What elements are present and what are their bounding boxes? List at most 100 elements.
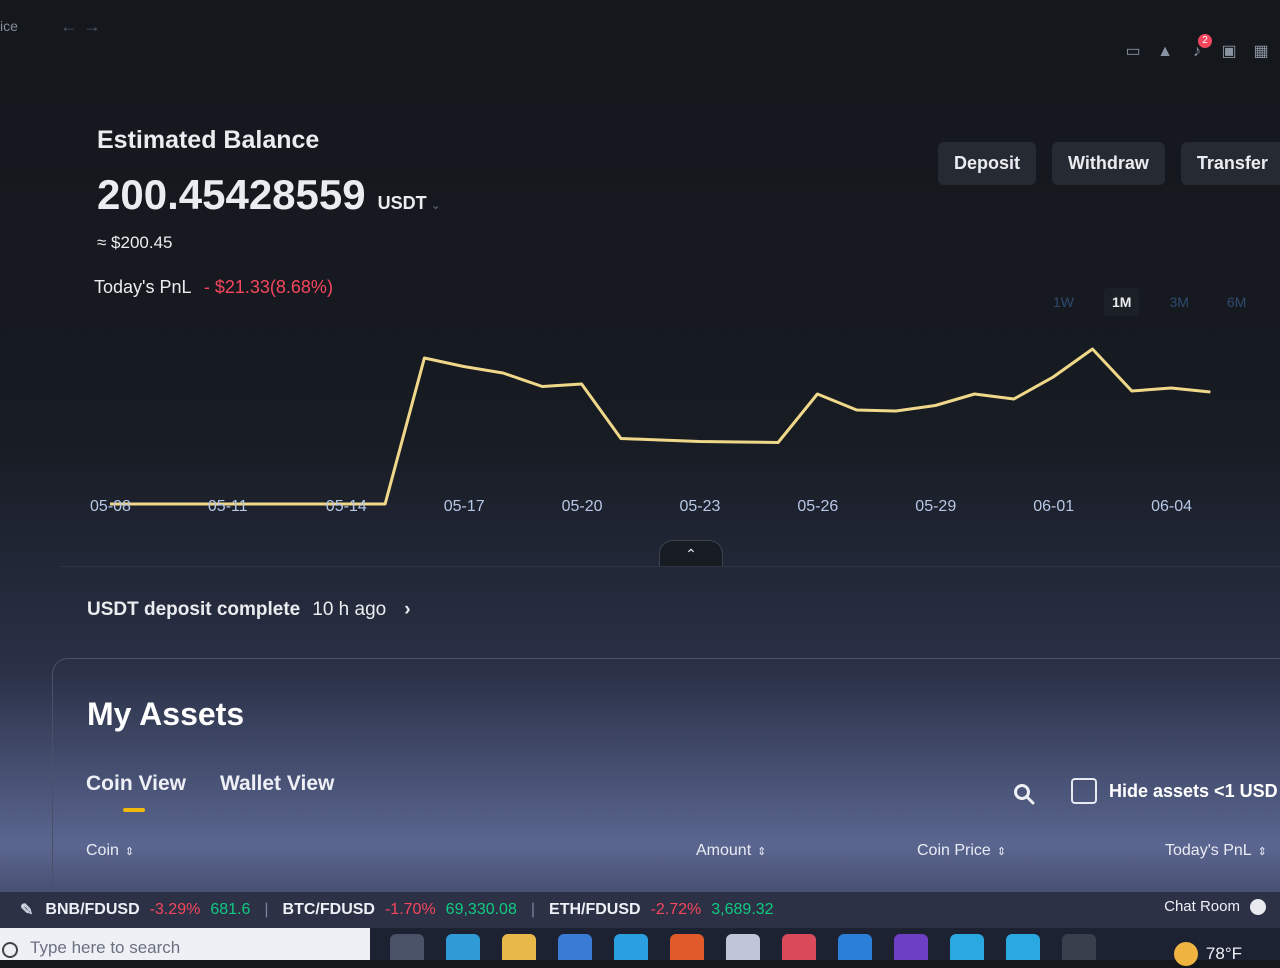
balance-unit[interactable]: USDT: [377, 193, 427, 213]
folder-icon[interactable]: [502, 934, 536, 960]
balance-chart: 05-08 05-11 05-14 05-17 05-20 05-23 05-26 05-29…: [90, 347, 1211, 515]
pnl-label: Today's PnL: [94, 277, 191, 297]
search-icon: [2, 942, 18, 958]
x-tick-label: 05-29: [915, 498, 956, 515]
ticker-separator: |: [264, 901, 269, 918]
ticker-change: -3.29%: [149, 901, 201, 918]
chevron-down-icon[interactable]: ⌄: [430, 198, 441, 212]
chevron-right-icon[interactable]: ›: [404, 599, 411, 620]
sun-icon: [1173, 942, 1198, 966]
balance-approx: ≈ $200.45: [97, 233, 173, 252]
range-1m[interactable]: 1M: [1104, 288, 1140, 316]
range-6m[interactable]: 6M: [1226, 294, 1247, 310]
weather-temp: 78°F: [1205, 944, 1242, 963]
vscode-icon[interactable]: [838, 934, 872, 960]
bell-icon[interactable]: ♪ 2: [1188, 34, 1212, 60]
help-icon[interactable]: [1250, 898, 1266, 915]
ticker-price: 3,689.32: [711, 901, 774, 918]
ticker-price: 681.6: [210, 901, 251, 918]
telegram-icon[interactable]: [950, 934, 984, 960]
ticker-item[interactable]: BNB/FDUSD -3.29% 681.6: [45, 901, 250, 919]
column-price-label: Coin Price: [917, 842, 991, 859]
alarm-icon[interactable]: ▲: [1157, 43, 1173, 60]
balance-line: [110, 347, 1211, 506]
deposit-button[interactable]: Deposit: [938, 142, 1037, 185]
column-pnl-label: Today's PnL: [1165, 842, 1252, 859]
chat-room-label: Chat Room: [1164, 898, 1240, 915]
ticker-pair: ETH/FDUSD: [549, 901, 641, 918]
store-icon[interactable]: [558, 934, 592, 960]
balance-amount: 200.45428559: [97, 171, 366, 218]
balance-actions: Deposit Withdraw Transfer: [938, 142, 1280, 185]
sort-icon: ⇕: [757, 846, 767, 858]
transfer-button[interactable]: Transfer: [1180, 142, 1280, 185]
hide-assets-label: Hide assets <1 USD: [1109, 780, 1278, 801]
taskbar-search[interactable]: Type here to search: [0, 928, 370, 960]
weather-widget[interactable]: 78°F: [1173, 942, 1242, 966]
range-1w[interactable]: 1W: [1053, 294, 1074, 310]
sort-icon: ⇕: [1257, 846, 1267, 858]
chat-room-button[interactable]: Chat Room: [1164, 898, 1266, 915]
balance-section: Estimated Balance 200.45428559 USDT ⌄ ≈ …: [97, 126, 441, 253]
balance-value-row: 200.45428559 USDT ⌄: [97, 171, 441, 219]
assets-title: My Assets: [87, 696, 245, 732]
column-coin-label: Coin: [86, 842, 119, 859]
assets-tabs: Coin View Wallet View: [86, 772, 335, 812]
app-icon[interactable]: [782, 934, 816, 960]
deposit-notice[interactable]: USDT deposit complete 10 h ago ›: [87, 599, 411, 621]
nav-label[interactable]: ice: [0, 18, 18, 34]
todays-pnl: Today's PnL - $21.33(8.68%): [94, 277, 333, 298]
top-bar: ice ← → ▭ ▲ ♪ 2 ▣ ▦: [0, 0, 1280, 60]
hide-small-assets[interactable]: Hide assets <1 USD: [1071, 778, 1278, 804]
withdraw-button[interactable]: Withdraw: [1052, 142, 1165, 185]
x-tick-label: 06-04: [1151, 498, 1192, 515]
x-tick-label: 05-11: [208, 498, 248, 515]
task-view-icon[interactable]: [390, 934, 424, 960]
column-amount-label: Amount: [696, 842, 752, 859]
column-todays-pnl[interactable]: Today's PnL ⇕: [1165, 842, 1267, 860]
sort-icon: ⇕: [996, 846, 1007, 858]
tab-wallet-view[interactable]: Wallet View: [219, 772, 335, 795]
telegram-icon[interactable]: [1006, 934, 1040, 960]
assets-card: [52, 658, 1280, 899]
top-icons: ▭ ▲ ♪ 2 ▣ ▦: [1124, 34, 1270, 60]
ticker-bar: ✎ BNB/FDUSD -3.29% 681.6 | BTC/FDUSD -1.…: [0, 892, 1280, 928]
os-taskbar: Type here to search 78°F: [0, 928, 1280, 966]
x-tick-label: 05-17: [444, 498, 485, 515]
nav-arrows[interactable]: ← →: [60, 16, 102, 36]
ticker-item[interactable]: ETH/FDUSD -2.72% 3,689.32: [549, 901, 774, 919]
mail-icon[interactable]: [614, 934, 648, 960]
ticker-change: -2.72%: [650, 901, 702, 918]
monitor-icon[interactable]: ▭: [1125, 43, 1141, 60]
ticker-pair: BNB/FDUSD: [45, 901, 140, 918]
edit-icon[interactable]: ✎: [20, 902, 34, 919]
x-tick-label: 06-01: [1033, 498, 1074, 515]
x-tick-label: 05-08: [90, 498, 131, 515]
edge-icon[interactable]: [446, 934, 480, 960]
collapse-chart-button[interactable]: ⌃: [659, 540, 723, 567]
ticker-item[interactable]: BTC/FDUSD -1.70% 69,330.08: [283, 901, 517, 919]
hide-assets-checkbox[interactable]: [1071, 778, 1097, 804]
x-tick-label: 05-23: [680, 498, 721, 515]
grid-icon[interactable]: ▦: [1253, 43, 1269, 60]
balance-title: Estimated Balance: [97, 126, 320, 154]
notice-text: USDT deposit complete: [87, 599, 301, 620]
column-coin-price[interactable]: Coin Price ⇕: [917, 842, 1006, 860]
brave-icon[interactable]: [670, 934, 704, 960]
x-tick-label: 05-14: [326, 498, 367, 515]
binance-icon[interactable]: [1062, 934, 1096, 960]
visual-studio-icon[interactable]: [894, 934, 928, 960]
app-icon[interactable]: [726, 934, 760, 960]
chevron-up-icon: ⌃: [685, 546, 697, 562]
wallet-icon[interactable]: ▣: [1221, 43, 1237, 60]
column-amount[interactable]: Amount ⇕: [696, 842, 766, 860]
column-coin[interactable]: Coin ⇕: [86, 842, 134, 860]
x-tick-label: 05-20: [562, 498, 603, 515]
range-3m[interactable]: 3M: [1169, 294, 1189, 310]
ticker-pair: BTC/FDUSD: [282, 901, 375, 918]
sort-icon: ⇕: [124, 846, 135, 858]
x-tick-label: 05-26: [797, 498, 838, 515]
tab-coin-view[interactable]: Coin View: [86, 772, 186, 812]
notice-time: 10 h ago: [312, 599, 387, 620]
search-icon[interactable]: [1013, 783, 1035, 805]
